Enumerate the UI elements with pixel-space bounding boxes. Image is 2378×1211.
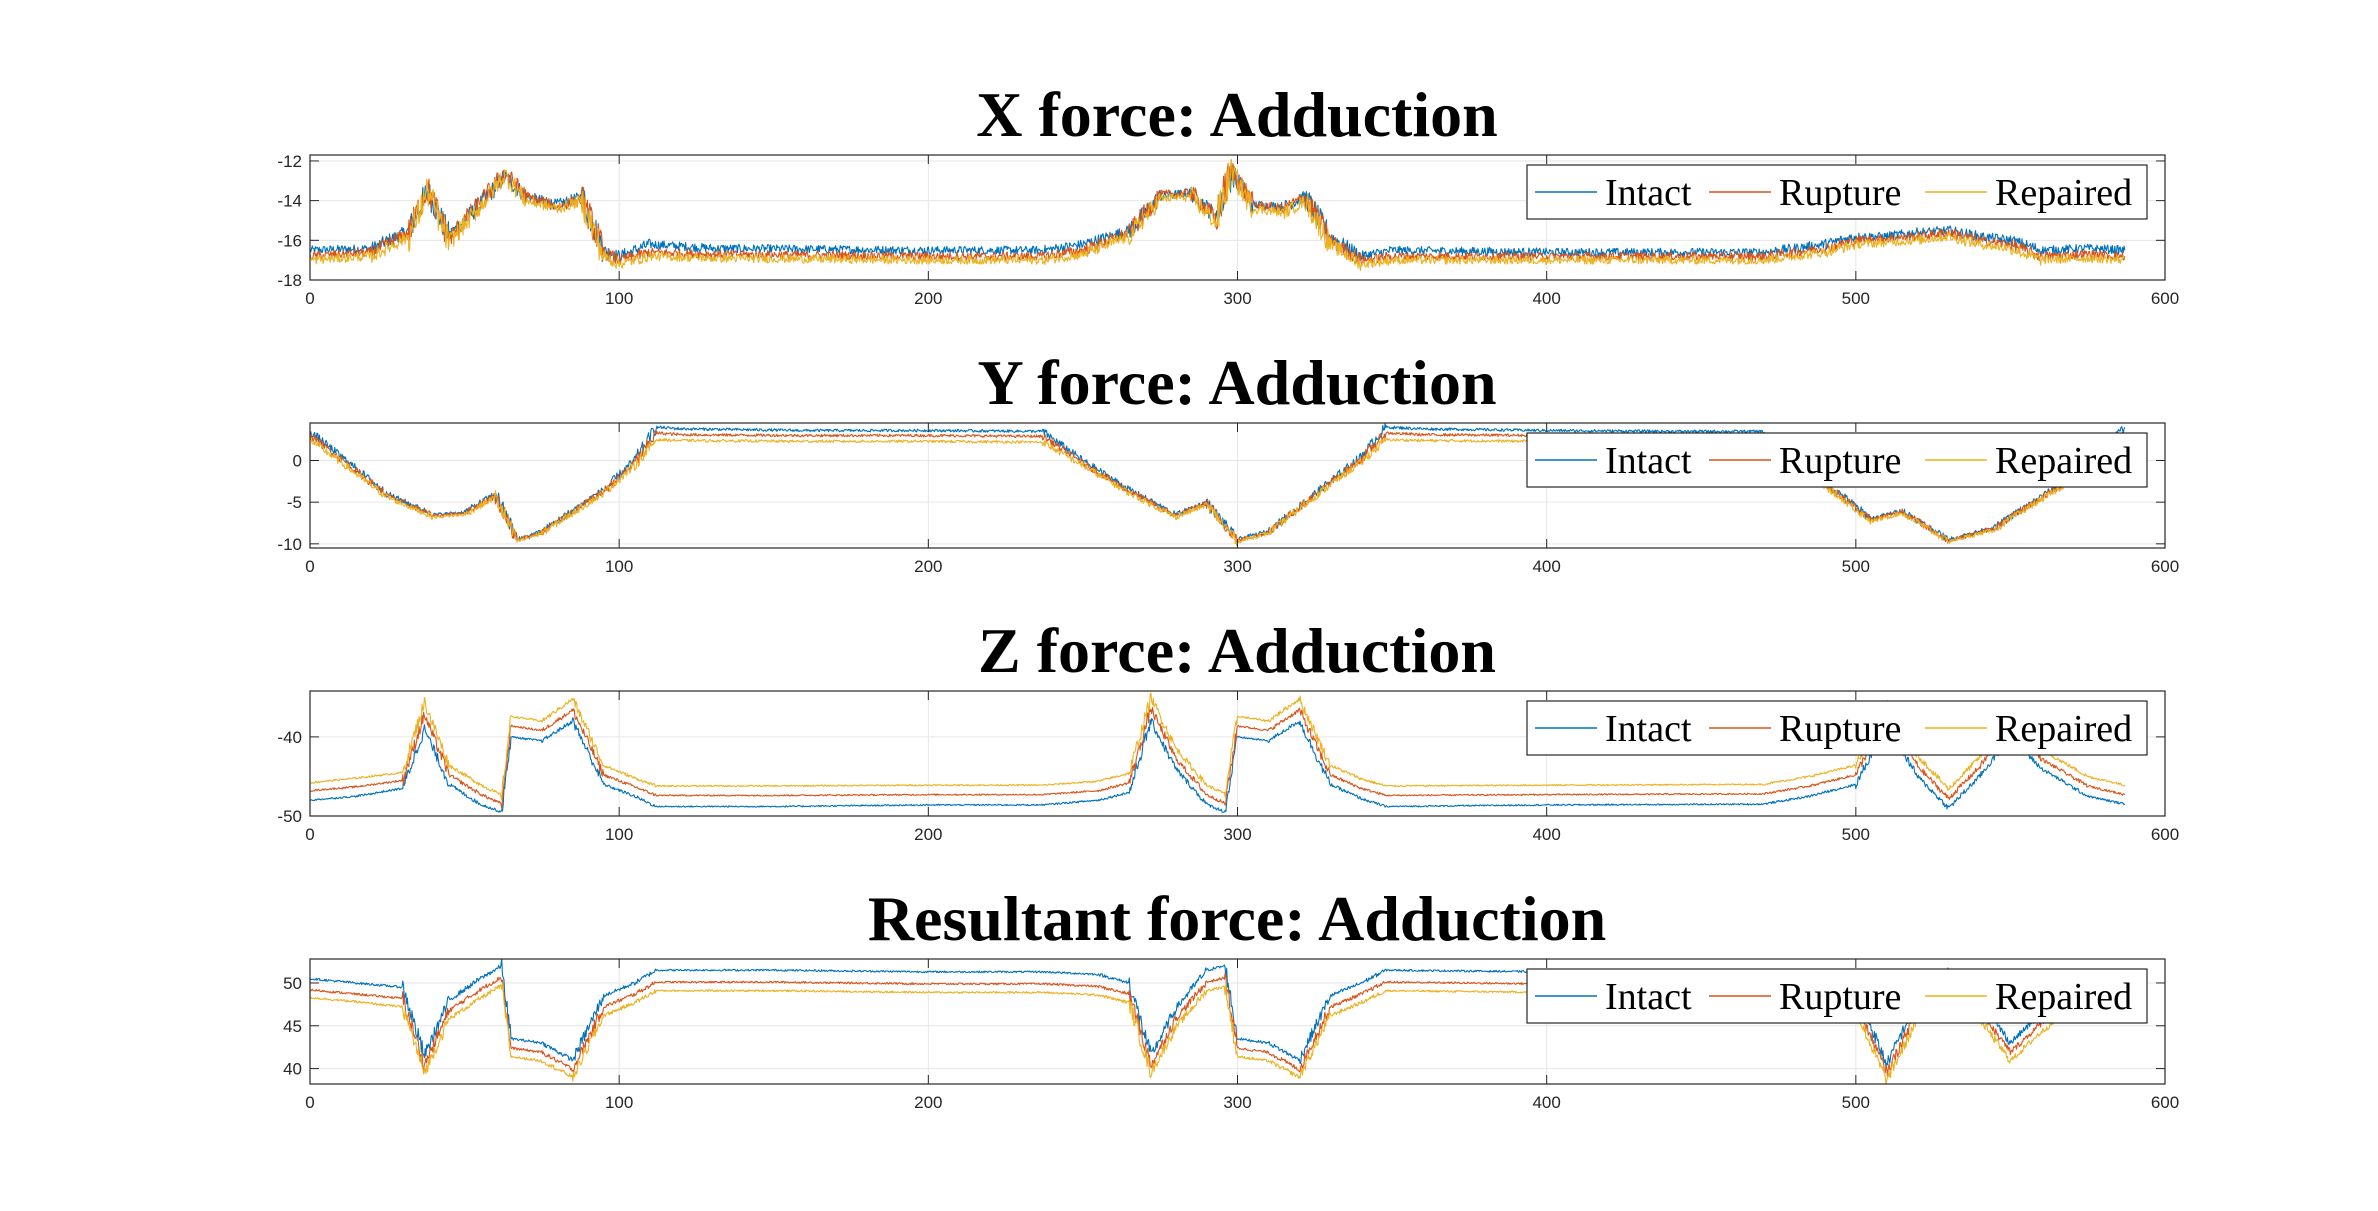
legend-label-intact: Intact — [1605, 172, 1692, 214]
series-line-rupture — [310, 706, 2126, 809]
subplot-title: Resultant force: Adduction — [868, 883, 1606, 954]
subplot-x-force: X force: Adduction 0 100 200 300 400 500 600 -1… — [277, 79, 2179, 308]
x-tick-label: 100 — [605, 557, 633, 576]
series-group — [310, 158, 2126, 272]
series-line-intact — [310, 717, 2126, 813]
subplot-z-force: Z force: Adduction 0 100 200 300 400 500 600 -4… — [277, 615, 2179, 844]
y-tick-label: 45 — [283, 1017, 302, 1036]
y-tick-label: 50 — [283, 974, 302, 993]
x-tick-label: 600 — [2151, 557, 2179, 576]
legend-box — [1526, 968, 2148, 1024]
x-tick-label: 500 — [1842, 1093, 1870, 1112]
subplot-resultant-force: Resultant force: Adduction 0 100 200 300 400… — [283, 883, 2179, 1112]
x-tick-label: 400 — [1532, 825, 1560, 844]
y-tick-label: -16 — [277, 231, 302, 250]
x-tick-label: 300 — [1223, 557, 1251, 576]
x-tick-label: 600 — [2151, 289, 2179, 308]
x-tick-label: 0 — [305, 289, 314, 308]
legend-label-repaired: Repaired — [1995, 172, 2132, 214]
subplot-y-force: Y force: Adduction 0 100 200 300 400 500 6000-… — [277, 347, 2179, 576]
y-tick-label: -12 — [277, 152, 302, 171]
x-tick-label: 200 — [914, 557, 942, 576]
legend-label-intact: Intact — [1605, 440, 1692, 482]
x-tick-label: 600 — [2151, 825, 2179, 844]
legend-label-rupture: Rupture — [1779, 440, 1901, 482]
x-tick-label: 0 — [305, 825, 314, 844]
x-tick-label: 500 — [1842, 825, 1870, 844]
y-tick-label: -14 — [277, 192, 302, 211]
subplot-title: Y force: Adduction — [977, 347, 1496, 418]
x-tick-label: 200 — [914, 825, 942, 844]
legend-label-intact: Intact — [1605, 976, 1692, 1018]
y-tick-label: -18 — [277, 271, 302, 290]
legend-label-repaired: Repaired — [1995, 440, 2132, 482]
y-tick-label: 0 — [293, 452, 302, 471]
legend-label-intact: Intact — [1605, 708, 1692, 750]
x-tick-label: 400 — [1532, 1093, 1560, 1112]
x-tick-label: 400 — [1532, 289, 1560, 308]
y-tick-label: -10 — [277, 535, 302, 554]
x-tick-label: 400 — [1532, 557, 1560, 576]
legend-label-rupture: Rupture — [1779, 708, 1901, 750]
x-tick-label: 0 — [305, 1093, 314, 1112]
y-tick-label: -50 — [277, 807, 302, 826]
x-tick-label: 200 — [914, 1093, 942, 1112]
legend: Intact Rupture Repaired — [1526, 968, 2148, 1024]
legend: Intact Rupture Repaired — [1526, 432, 2148, 488]
x-tick-label: 200 — [914, 289, 942, 308]
x-tick-label: 300 — [1223, 289, 1251, 308]
legend-box — [1526, 432, 2148, 488]
x-tick-label: 600 — [2151, 1093, 2179, 1112]
series-group — [310, 692, 2126, 813]
legend-box — [1526, 164, 2148, 220]
series-line-repaired — [310, 158, 2126, 272]
x-tick-label: 500 — [1842, 557, 1870, 576]
legend-label-repaired: Repaired — [1995, 976, 2132, 1018]
legend-label-rupture: Rupture — [1779, 172, 1901, 214]
legend: Intact Rupture Repaired — [1526, 164, 2148, 220]
legend-box — [1526, 700, 2148, 756]
legend-label-repaired: Repaired — [1995, 708, 2132, 750]
subplot-title: Z force: Adduction — [978, 615, 1496, 686]
x-tick-label: 100 — [605, 289, 633, 308]
x-tick-label: 0 — [305, 557, 314, 576]
x-tick-label: 100 — [605, 825, 633, 844]
x-tick-label: 300 — [1223, 1093, 1251, 1112]
x-tick-label: 300 — [1223, 825, 1251, 844]
subplot-title: X force: Adduction — [976, 79, 1497, 150]
series-line-rupture — [310, 159, 2126, 265]
y-tick-label: -5 — [287, 493, 302, 512]
y-tick-label: 40 — [283, 1060, 302, 1079]
x-tick-label: 100 — [605, 1093, 633, 1112]
legend-label-rupture: Rupture — [1779, 976, 1901, 1018]
series-line-repaired — [310, 692, 2126, 801]
x-tick-label: 500 — [1842, 289, 1870, 308]
y-tick-label: -40 — [277, 728, 302, 747]
legend: Intact Rupture Repaired — [1526, 700, 2148, 756]
